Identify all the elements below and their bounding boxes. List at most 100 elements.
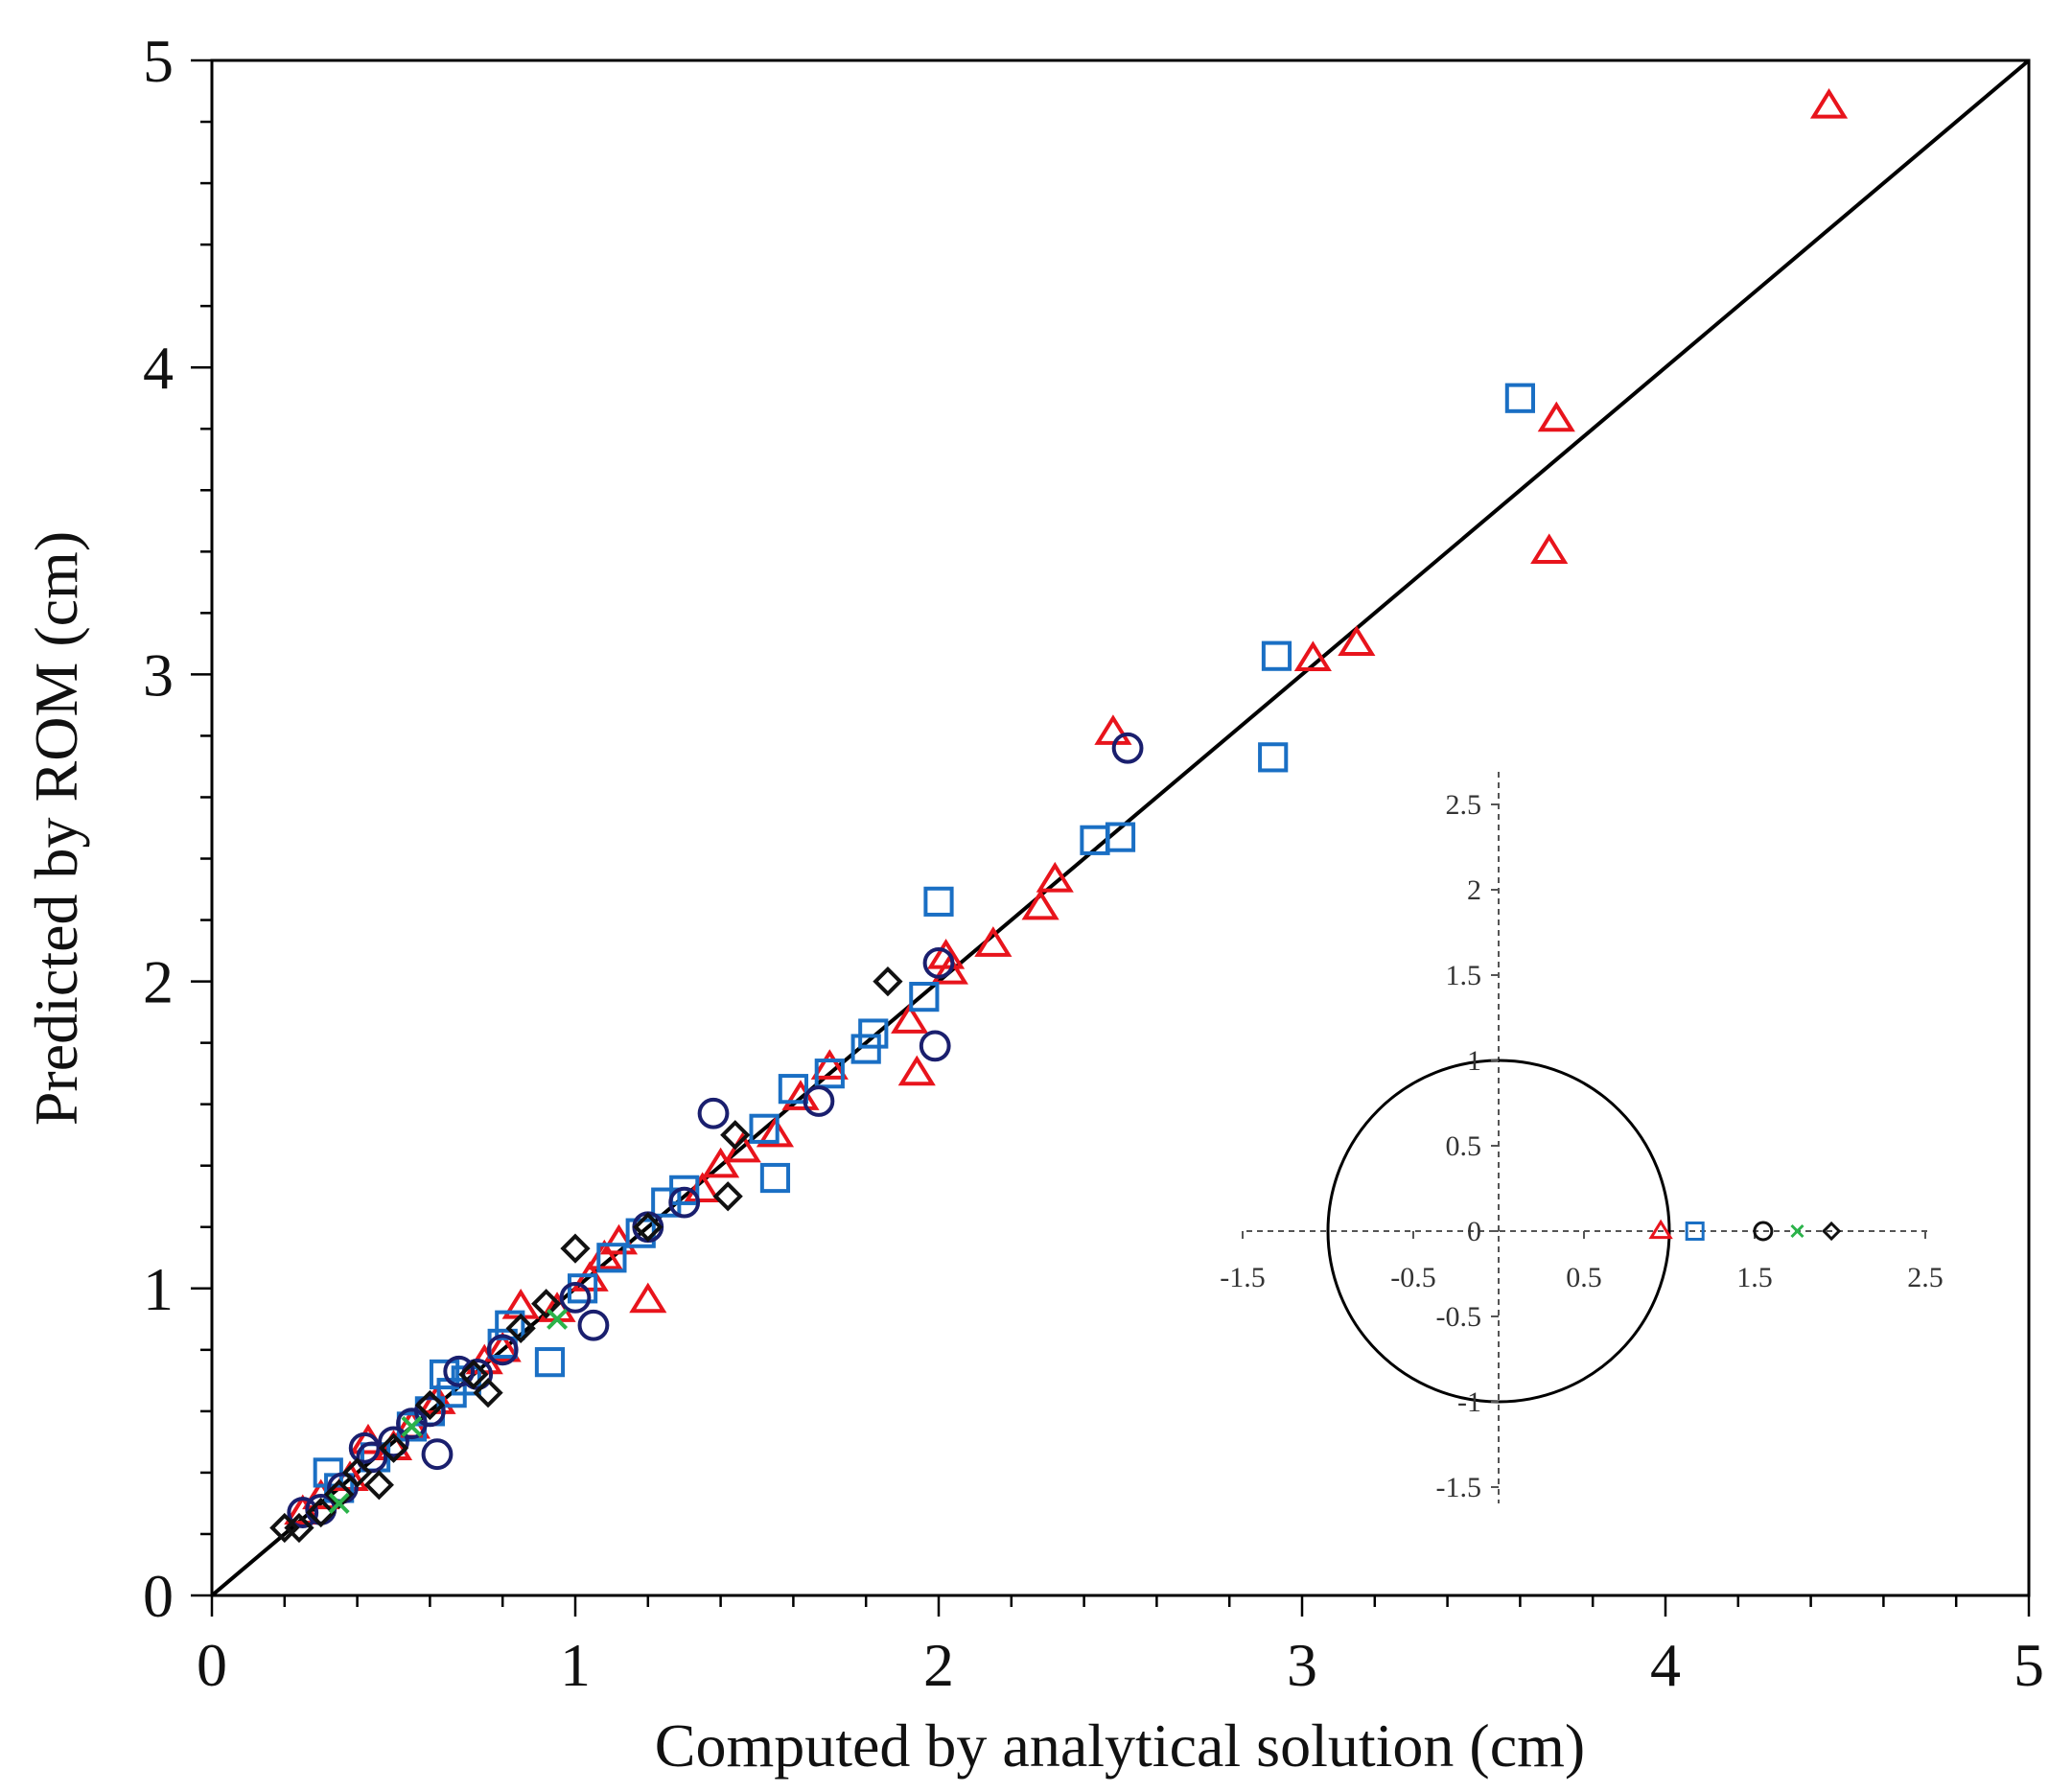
data-point-triangle (1094, 714, 1132, 745)
inset-y-tick-label: -1 (1457, 1386, 1481, 1418)
y-tick-label: 5 (143, 27, 174, 95)
data-point-circle (1111, 732, 1144, 764)
data-point-diamond (473, 1378, 503, 1408)
data-point-circle (577, 1309, 610, 1341)
data-point-triangle (702, 1147, 740, 1178)
data-point-circle (668, 1186, 701, 1219)
data-point-diamond (505, 1313, 536, 1344)
data-point-circle (348, 1431, 381, 1464)
data-point-diamond (363, 1470, 394, 1501)
data-point-diamond (414, 1389, 446, 1421)
data-point-circle (697, 1097, 730, 1129)
y-tick-label: 4 (143, 334, 174, 402)
data-point-square (534, 1347, 566, 1378)
inset-point-diamond (1821, 1221, 1842, 1242)
inset-y-tick-label: -1.5 (1436, 1472, 1482, 1503)
inset-point-square (1685, 1222, 1705, 1241)
data-point-square (814, 1059, 845, 1089)
data-point-triangle (684, 1172, 722, 1202)
data-point-diamond (560, 1233, 591, 1264)
inset-y-tick-label: 0 (1467, 1216, 1481, 1247)
data-point-circle (356, 1441, 388, 1474)
y-tick-label: 2 (143, 948, 174, 1016)
inset-pole-zero-plot: -1.5 -0.5 0.5 1.5 2.5 2.5 2 1.5 1 0.5 0 -0.5 -1 -1.5 (1220, 772, 1944, 1503)
data-point-circle (922, 946, 955, 979)
y-axis-title: Predicted by ROM (cm) (22, 531, 90, 1126)
data-point-square (778, 1074, 808, 1105)
data-point-x (328, 1492, 350, 1514)
inset-point-x (1790, 1223, 1804, 1239)
data-point-square (596, 1243, 627, 1273)
data-point-diamond (873, 966, 903, 997)
inset-y-tick-label: -0.5 (1436, 1301, 1482, 1333)
inset-data-markers (1648, 1219, 1842, 1242)
inset-point-circle (1753, 1221, 1774, 1242)
data-point-triangle (756, 1116, 795, 1148)
data-point-square (651, 1187, 682, 1218)
data-point-triangle (1021, 889, 1059, 920)
data-point-diamond (531, 1289, 562, 1319)
inset-y-tick-label: 1.5 (1446, 960, 1482, 991)
data-point-square (858, 1018, 889, 1049)
data-point-triangle (897, 1055, 936, 1086)
data-point-triangle (1809, 88, 1849, 119)
main-data-markers (269, 88, 1849, 1544)
inset-axis-ticks (1242, 803, 1926, 1488)
data-point-triangle (1036, 861, 1074, 893)
inset-y-tick-label: 0.5 (1446, 1130, 1482, 1162)
data-point-square (850, 1034, 881, 1064)
data-point-diamond (269, 1512, 300, 1544)
data-point-square (923, 886, 954, 917)
data-point-circle (421, 1438, 454, 1471)
data-point-square (909, 982, 940, 1012)
data-point-square (1261, 640, 1292, 671)
y-tick-label: 0 (143, 1562, 174, 1630)
inset-y-tick-label: 2.5 (1446, 789, 1482, 821)
data-point-triangle (930, 953, 968, 985)
data-point-triangle (810, 1049, 849, 1080)
data-point-square (436, 1378, 467, 1408)
inset-y-tick-label: 2 (1467, 874, 1481, 906)
data-point-square (749, 1113, 780, 1144)
data-point-circle (378, 1426, 409, 1458)
x-tick-label: 3 (1287, 1631, 1317, 1699)
data-point-diamond (378, 1432, 409, 1463)
data-point-diamond (324, 1478, 355, 1509)
data-point-triangle (1537, 401, 1575, 432)
identity-line (210, 58, 2031, 1597)
data-point-circle (443, 1355, 476, 1387)
data-point-square (567, 1273, 598, 1304)
data-point-x (547, 1308, 569, 1330)
data-point-triangle (891, 1003, 929, 1034)
data-point-diamond (341, 1457, 373, 1488)
data-point-triangle (926, 938, 966, 969)
data-point-diamond (458, 1359, 489, 1390)
data-point-triangle (629, 1282, 667, 1314)
main-axis-ticks (191, 58, 2031, 1617)
data-point-circle (803, 1085, 835, 1117)
data-point-circle (287, 1497, 319, 1528)
inset-x-tick-label: -0.5 (1390, 1262, 1436, 1293)
inset-y-tick-label: 1 (1467, 1045, 1481, 1077)
data-point-triangle (974, 926, 1013, 957)
data-point-square (1080, 825, 1110, 855)
x-tick-label: 1 (560, 1631, 591, 1699)
inset-x-tick-label: 2.5 (1907, 1262, 1944, 1293)
data-point-square (429, 1359, 460, 1390)
data-point-diamond (306, 1497, 337, 1528)
data-point-triangle (1530, 533, 1569, 564)
data-point-square (1258, 742, 1289, 773)
data-point-triangle (1338, 625, 1376, 657)
inset-x-tick-label: 1.5 (1736, 1262, 1773, 1293)
data-point-circle (559, 1282, 592, 1314)
data-point-circle (486, 1334, 519, 1366)
data-point-x (401, 1415, 423, 1437)
inset-point-triangle (1648, 1219, 1673, 1240)
y-tick-label: 1 (143, 1255, 174, 1323)
inset-x-tick-label: 0.5 (1566, 1262, 1602, 1293)
x-axis-title: Computed by analytical solution (cm) (655, 1711, 1585, 1780)
x-tick-label: 2 (923, 1631, 954, 1699)
x-tick-label: 0 (197, 1631, 227, 1699)
data-point-triangle (1293, 640, 1332, 672)
